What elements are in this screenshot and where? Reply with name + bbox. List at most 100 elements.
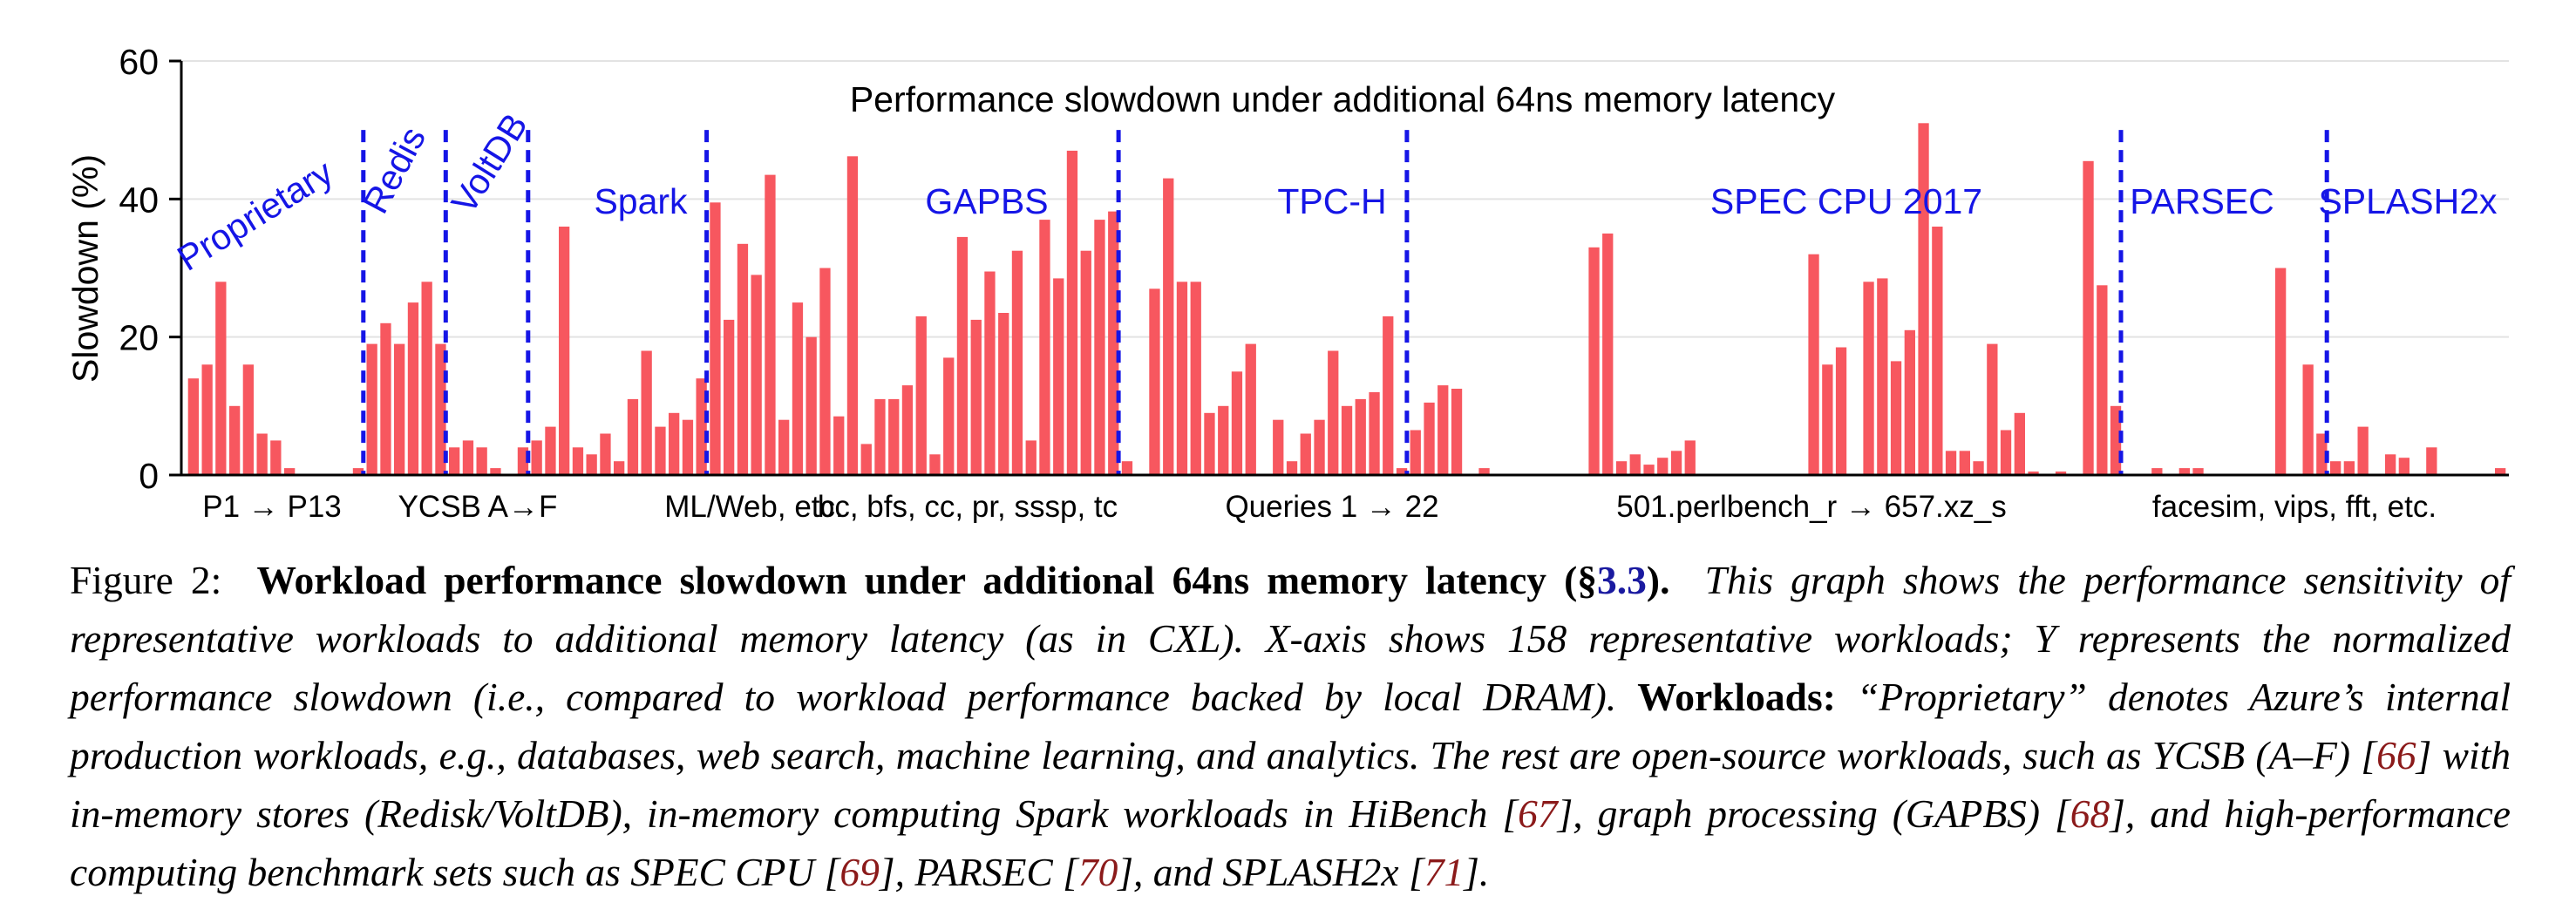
bar-splash2x-2 (2343, 461, 2355, 475)
bar-gapbs-25 (1039, 220, 1050, 475)
bar-spark-9 (641, 350, 652, 475)
bar-tpc-h-6 (1190, 282, 1201, 475)
bar-gapbs-9 (819, 268, 831, 475)
bar-redis-6 (435, 343, 446, 475)
bar-spec-cpu-2017-30 (1808, 254, 1819, 475)
y-axis-label: Slowdown (%) (65, 154, 105, 383)
citation-69[interactable]: 69 (839, 850, 880, 894)
caption-seg-p3: ] with in-memory stores (Redisk/VoltDB),… (70, 733, 2511, 836)
caption-seg-p8: ]. (1464, 850, 1490, 894)
x-group-label-spark: ML/Web, etc. (664, 490, 844, 523)
bar-redis-2 (380, 322, 391, 475)
bar-proprietary-6 (256, 433, 268, 475)
bar-gapbs-6 (778, 419, 790, 475)
bar-gapbs-18 (943, 357, 955, 475)
bar-spec-cpu-2017-34 (1863, 282, 1874, 475)
group-label-proprietary: Proprietary (170, 152, 340, 279)
caption-seg-p5: ], and high-performance computing benchm… (70, 791, 2511, 894)
x-group-label-gapbs: bc, bfs, cc, pr, sssp, tc (818, 490, 1118, 523)
bar-parsec-3 (2151, 468, 2163, 475)
bar-gapbs-23 (1011, 250, 1023, 475)
caption-seg-p6: ], PARSEC [ (879, 850, 1078, 894)
bar-gapbs-24 (1025, 440, 1037, 475)
group-label-spark: Spark (594, 181, 688, 221)
bar-gapbs-16 (915, 316, 927, 475)
bar-spark-13 (696, 378, 707, 475)
citation-67[interactable]: 67 (1518, 791, 1558, 836)
bar-spec-cpu-2017-51 (2097, 285, 2108, 475)
bar-spark-8 (627, 398, 639, 475)
bar-spec-cpu-2017-38 (1918, 123, 1929, 476)
bar-splash2x-6 (2398, 458, 2409, 475)
bar-proprietary-2 (201, 364, 213, 475)
bar-tpc-h-21 (1396, 468, 1408, 475)
y-tick-label-0: 0 (139, 456, 159, 496)
bar-spec-cpu-2017-41 (1959, 451, 1970, 475)
caption-seg-p4: ], graph processing (GAPBS) [ (1557, 791, 2070, 836)
bar-splash2x-5 (2385, 454, 2396, 476)
bar-spec-cpu-2017-1 (1410, 430, 1421, 475)
bar-proprietary-7 (270, 440, 282, 475)
bar-spec-cpu-2017-50 (2083, 160, 2094, 476)
bar-spec-cpu-2017-18 (1643, 465, 1655, 475)
caption-title: Workload performance slowdown under addi… (256, 558, 1669, 602)
group-label-tpc-h: TPC-H (1277, 181, 1386, 221)
chart-title: Performance slowdown under additional 64… (850, 79, 1836, 119)
bar-spec-cpu-2017-44 (2000, 430, 2012, 475)
bar-parsec-5 (2178, 468, 2190, 475)
bar-proprietary-1 (187, 378, 199, 475)
bar-spec-cpu-2017-16 (1615, 461, 1628, 475)
bar-proprietary-5 (242, 364, 254, 475)
group-label-spec-cpu-2017: SPEC CPU 2017 (1710, 181, 1982, 221)
bar-spark-6 (600, 433, 611, 475)
figure-caption: Figure 2: Workload performance slowdown … (70, 551, 2511, 901)
bar-splash2x-1 (2330, 461, 2342, 475)
bar-proprietary-4 (229, 405, 241, 475)
x-group-label-spec-cpu-2017: 501.perlbench_r → 657.xz_s (1616, 490, 2007, 523)
bar-spec-cpu-2017-2 (1424, 402, 1435, 475)
bar-tpc-h-20 (1383, 316, 1394, 475)
bar-spec-cpu-2017-15 (1602, 233, 1614, 475)
x-group-label-tpc-h: Queries 1 → 22 (1225, 490, 1438, 523)
bar-spec-cpu-2017-3 (1438, 385, 1449, 475)
bar-redis-4 (407, 302, 419, 475)
section-ref[interactable]: 3.3 (1597, 558, 1647, 602)
x-group-label-proprietary: P1 → P13 (202, 490, 342, 523)
bar-voltdb-2 (462, 440, 474, 475)
bar-tpc-h-18 (1355, 398, 1366, 475)
bar-gapbs-28 (1080, 250, 1091, 475)
bar-spec-cpu-2017-45 (2014, 412, 2025, 476)
bar-splash2x-3 (2357, 426, 2369, 475)
bar-spec-cpu-2017-43 (1987, 343, 1998, 475)
bar-gapbs-29 (1094, 220, 1105, 475)
citation-70[interactable]: 70 (1077, 850, 1118, 894)
citation-68[interactable]: 68 (2070, 791, 2110, 836)
axes: 0 20 40 60 (119, 42, 2509, 496)
group-label-parsec: PARSEC (2130, 181, 2274, 221)
bar-gapbs-26 (1053, 278, 1064, 475)
citation-71[interactable]: 71 (1424, 850, 1465, 894)
bar-spec-cpu-2017-4 (1451, 389, 1463, 475)
bar-spec-cpu-2017-19 (1657, 458, 1669, 475)
bar-spark-1 (531, 440, 542, 475)
bar-spark-2 (545, 426, 556, 475)
group-separators (361, 130, 2329, 475)
x-group-label-parsec: facesim, vips, fft, etc. (2152, 490, 2437, 523)
bar-spark-4 (572, 447, 584, 475)
caption-seg-p2: “Proprietary” denotes Azure’s internal p… (70, 675, 2511, 777)
bar-gapbs-7 (792, 302, 804, 475)
bar-gapbs-4 (751, 275, 762, 475)
bar-gapbs-30 (1108, 211, 1119, 475)
caption-seg-p7: ], and SPLASH2x [ (1118, 850, 1424, 894)
y-tick-label-20: 20 (119, 318, 159, 358)
bar-spec-cpu-2017-40 (1945, 451, 1957, 475)
bar-proprietary-8 (284, 468, 296, 475)
bar-tpc-h-14 (1300, 433, 1311, 475)
bar-parsec-14 (2302, 364, 2314, 475)
caption-title-pre: Workload performance slowdown under addi… (256, 558, 1598, 602)
bar-spec-cpu-2017-36 (1890, 361, 1902, 475)
citation-66[interactable]: 66 (2376, 733, 2416, 777)
bar-spark-11 (669, 412, 680, 476)
bar-spec-cpu-2017-32 (1835, 347, 1847, 475)
bar-tpc-h-19 (1369, 392, 1380, 475)
